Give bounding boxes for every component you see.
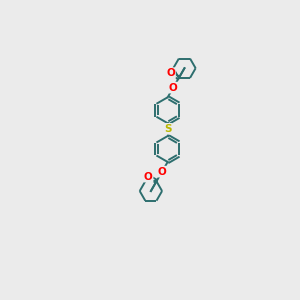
Text: O: O <box>166 68 175 78</box>
Text: O: O <box>144 172 153 182</box>
Text: S: S <box>164 124 171 134</box>
Text: O: O <box>158 167 167 177</box>
Text: O: O <box>169 82 178 93</box>
